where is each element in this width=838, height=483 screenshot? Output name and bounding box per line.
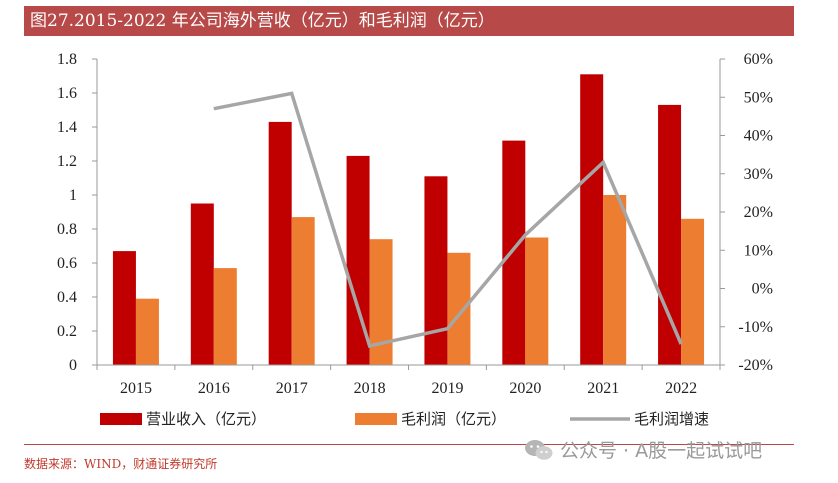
left-tick-label: 1.4 [57, 119, 77, 136]
bar-gross-profit-2018 [369, 239, 393, 365]
bar-gross-profit-2021 [603, 195, 627, 365]
source-note: 数据来源：WIND，财通证券研究所 [24, 457, 218, 471]
x-tick-label-2022: 2022 [665, 380, 697, 397]
bar-revenue-2015 [112, 251, 136, 365]
left-tick-label: 0.8 [57, 221, 77, 238]
left-tick-label: 1 [69, 187, 77, 204]
x-tick-label-2016: 2016 [198, 380, 230, 397]
legend-gross-profit-swatch [355, 413, 397, 425]
legend-revenue-swatch [100, 413, 142, 425]
left-tick-label: 0.6 [57, 255, 77, 272]
left-tick-label: 1.2 [57, 153, 77, 170]
x-tick-label-2015: 2015 [120, 380, 152, 397]
x-tick-label-2020: 2020 [509, 380, 541, 397]
axes-layer: 0 0.2 0.4 0.6 0.8 1 1.2 1.4 1.6 1.8 -20% -10% 0% 10% 2… [57, 51, 773, 397]
bar-revenue-2017 [268, 121, 292, 366]
legend-growth-rate-label: 毛利润增速 [634, 410, 709, 428]
left-tick-label: 1.6 [57, 85, 77, 102]
bar-revenue-2022 [658, 104, 682, 366]
right-tick-label: -10% [738, 319, 773, 336]
right-tick-label: 0% [752, 281, 773, 298]
x-tick-label-2017: 2017 [276, 380, 308, 397]
bar-gross-profit-2016 [213, 268, 237, 365]
right-tick-label: 10% [744, 242, 773, 259]
bar-gross-profit-2022 [681, 218, 705, 365]
bar-gross-profit-2015 [135, 298, 159, 365]
bar-revenue-2016 [190, 203, 214, 365]
left-tick-label: 0.2 [57, 323, 77, 340]
bar-revenue-2018 [346, 155, 370, 365]
x-tick-label-2021: 2021 [587, 380, 619, 397]
chart-title: 图27.2015-2022 年公司海外营收（亿元）和毛利润（亿元） [24, 6, 794, 36]
legend-gross-profit-label: 毛利润（亿元） [401, 410, 506, 428]
x-tick-label-2019: 2019 [431, 380, 463, 397]
right-tick-label: 50% [744, 89, 773, 106]
bar-revenue-2021 [580, 74, 604, 366]
right-tick-label: 20% [744, 204, 773, 221]
bar-gross-profit-2017 [291, 217, 315, 365]
growth-line-layer [213, 91, 683, 348]
left-tick-label: 0 [69, 357, 77, 374]
left-tick-label: 1.8 [57, 51, 77, 68]
bars-layer [112, 74, 705, 366]
footer-divider [24, 444, 794, 445]
bar-revenue-2020 [502, 140, 526, 365]
wechat-icon [525, 439, 553, 460]
left-tick-label: 0.4 [57, 289, 77, 306]
legend-revenue-label: 营业收入（亿元） [146, 410, 266, 428]
bar-gross-profit-2019 [447, 252, 471, 365]
watermark-text: 公众号 · A股一起试试吧 [560, 440, 763, 462]
right-tick-label: 60% [744, 51, 773, 68]
bar-gross-profit-2020 [525, 237, 549, 365]
x-tick-label-2018: 2018 [354, 380, 386, 397]
watermark: 公众号 · A股一起试试吧 [524, 436, 762, 463]
right-tick-label: 40% [744, 128, 773, 145]
right-tick-label: 30% [744, 166, 773, 183]
right-tick-label: -20% [738, 357, 773, 374]
legend: 营业收入（亿元） 毛利润（亿元） 毛利润增速 [100, 410, 709, 428]
bar-revenue-2019 [424, 176, 448, 365]
